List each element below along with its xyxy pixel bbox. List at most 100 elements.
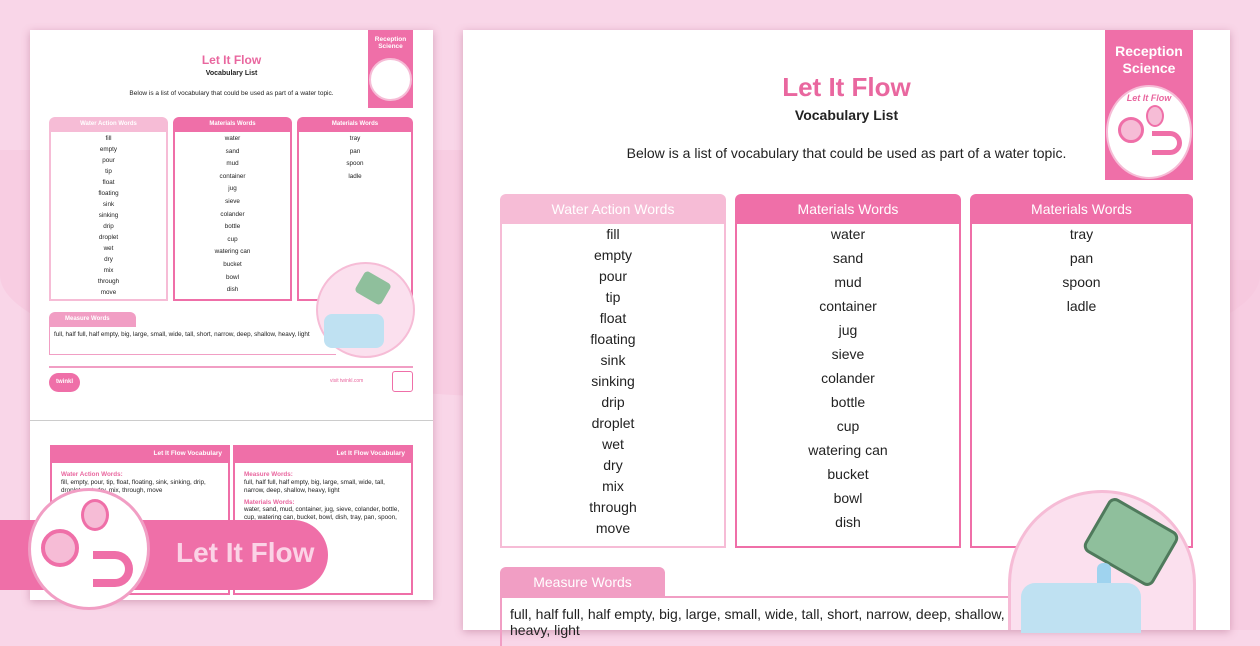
vocabulary-word: floating xyxy=(590,331,636,347)
page-break xyxy=(30,420,433,421)
badge-text: Reception xyxy=(374,36,407,43)
column-header: Water Action Words xyxy=(500,194,726,224)
vocabulary-word: bowl xyxy=(833,490,863,506)
page-subtitle: Vocabulary List xyxy=(205,70,258,77)
badge-text: Reception xyxy=(1115,43,1183,59)
vocabulary-word: colander xyxy=(821,370,875,386)
badge-text: Science xyxy=(378,43,403,50)
vocabulary-word: tip xyxy=(605,289,621,305)
quality-stamp-icon xyxy=(392,371,413,392)
reception-science-badge: Reception Science Let It Flow xyxy=(1105,30,1193,180)
vocabulary-word: container xyxy=(819,298,877,314)
column-header: Materials Words xyxy=(970,194,1193,224)
reception-science-badge: Reception Science xyxy=(368,30,413,108)
column-materials: water sand mud container jug sieve colander bot… xyxy=(735,224,961,548)
vocabulary-word: sand xyxy=(225,147,240,155)
vocabulary-word: through xyxy=(589,499,637,515)
vocabulary-word: dish xyxy=(226,286,239,294)
vocabulary-word: spoon xyxy=(1062,274,1101,290)
vocabulary-word: bucket xyxy=(827,466,869,482)
vocabulary-word: float xyxy=(599,310,627,326)
measure-words-text: full, half full, half empty, big, large,… xyxy=(49,327,336,355)
page-subtitle: Vocabulary List xyxy=(794,107,899,123)
vocabulary-word: tray xyxy=(349,135,361,142)
vocabulary-word: dish xyxy=(835,514,861,530)
vocabulary-word: float xyxy=(102,179,115,186)
pouring-cup-illustration xyxy=(316,262,415,358)
page-title: Let It Flow xyxy=(782,72,911,102)
vocabulary-word: pan xyxy=(349,147,361,155)
pouring-cup-illustration xyxy=(1008,490,1196,633)
card-section-label: Materials Words: xyxy=(244,498,295,506)
column-header: Materials Words xyxy=(735,194,961,224)
vocabulary-word: water xyxy=(224,135,241,142)
vocabulary-word: fill xyxy=(606,226,620,242)
footer-divider xyxy=(49,366,413,368)
vocabulary-word: move xyxy=(595,520,631,536)
vocabulary-word: ladle xyxy=(1066,298,1097,314)
vocabulary-word: watering can xyxy=(808,442,888,458)
measure-header: Measure Words xyxy=(500,567,665,597)
column-header: Materials Words xyxy=(173,117,292,132)
vocabulary-word: sieve xyxy=(831,346,865,362)
vocabulary-word: pour xyxy=(102,157,115,164)
vocabulary-word: drip xyxy=(601,394,625,410)
vocabulary-word: sinking xyxy=(591,373,635,389)
vocabulary-word: sand xyxy=(832,250,864,266)
vocabulary-word: sink xyxy=(102,201,115,208)
vocabulary-word: drip xyxy=(103,223,114,230)
vocabulary-word: bowl xyxy=(226,273,239,281)
vocabulary-word: mix xyxy=(103,267,114,274)
vocabulary-word: cup xyxy=(836,418,860,434)
measure-header: Measure Words xyxy=(49,312,136,327)
vocabulary-word: watering can xyxy=(214,248,251,256)
vocabulary-card: Let It Flow Vocabulary Measure Words: fu… xyxy=(233,445,413,595)
vocabulary-word: pour xyxy=(598,268,628,284)
badge-text: Science xyxy=(1122,60,1176,76)
science-icon xyxy=(28,488,150,610)
vocabulary-word: tip xyxy=(105,168,112,175)
vocabulary-word: pan xyxy=(1069,250,1094,266)
card-section-label: Measure Words: xyxy=(244,471,293,478)
vocabulary-word: spoon xyxy=(346,160,364,168)
vocabulary-word: ladle xyxy=(348,172,362,180)
page-title: Let It Flow xyxy=(201,53,262,67)
footer-url[interactable]: visit twinkl.com xyxy=(330,378,364,384)
vocabulary-word: bottle xyxy=(224,223,241,231)
column-materials: water sand mud container jug sieve colander bot… xyxy=(173,132,292,301)
vocabulary-word: sinking xyxy=(98,212,119,219)
vocabulary-word: tray xyxy=(1069,226,1094,242)
page-description: Below is a list of vocabulary that could… xyxy=(626,145,1067,161)
vocabulary-word: empty xyxy=(593,247,633,263)
vocabulary-word: move xyxy=(100,289,117,296)
vocabulary-word: cup xyxy=(227,235,238,243)
vocabulary-word: jug xyxy=(838,322,858,338)
column-header: Materials Words xyxy=(297,117,413,132)
preview-page-main: Let It Flow Vocabulary List Below is a l… xyxy=(463,30,1230,646)
card-section-text: fill, empty, pour, tip, float, floating,… xyxy=(61,478,206,494)
vocabulary-word: water xyxy=(830,226,866,242)
science-icon: Let It Flow xyxy=(1106,85,1192,179)
vocabulary-word: colander xyxy=(220,210,245,218)
vocabulary-word: mix xyxy=(602,478,624,494)
measure-words-text: full, half full, half empty, big, large,… xyxy=(500,596,1040,646)
vocabulary-word: through xyxy=(97,278,120,285)
vocabulary-word: sink xyxy=(600,352,626,368)
column-header: Water Action Words xyxy=(49,117,168,132)
column-water-action: fill empty pour tip float floating sink sinking… xyxy=(49,132,168,301)
vocabulary-word: wet xyxy=(602,436,624,452)
vocabulary-word: bucket xyxy=(223,261,242,268)
twinkl-logo: twinkl xyxy=(49,373,80,392)
vocabulary-word: container xyxy=(219,172,246,180)
vocabulary-word: dry xyxy=(603,457,623,473)
vocabulary-word: jug xyxy=(228,185,237,193)
banner-title: Let It Flow xyxy=(176,537,315,568)
card-section-text: full, half full, half empty, big, large,… xyxy=(244,478,385,494)
vocabulary-word: droplet xyxy=(591,415,635,431)
vocabulary-word: mud xyxy=(834,274,862,290)
vocabulary-word: sieve xyxy=(225,198,240,205)
vocabulary-word: wet xyxy=(103,245,114,252)
vocabulary-word: floating xyxy=(98,190,119,197)
vocabulary-word: dry xyxy=(104,256,113,263)
badge-text: Let It Flow xyxy=(1126,93,1172,103)
